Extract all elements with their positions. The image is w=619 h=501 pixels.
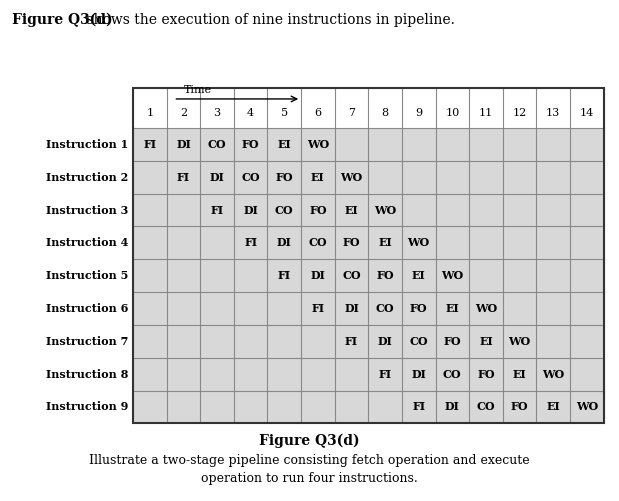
Text: DI: DI bbox=[243, 204, 258, 215]
Text: shows the execution of nine instructions in pipeline.: shows the execution of nine instructions… bbox=[82, 13, 454, 27]
Text: EI: EI bbox=[546, 401, 560, 412]
Text: DI: DI bbox=[176, 139, 191, 150]
Bar bbox=[133, 128, 604, 161]
Text: 8: 8 bbox=[381, 108, 389, 118]
Text: 3: 3 bbox=[214, 108, 220, 118]
Text: Illustrate a two-stage pipeline consisting fetch operation and execute: Illustrate a two-stage pipeline consisti… bbox=[89, 454, 530, 467]
Text: operation to run four instructions.: operation to run four instructions. bbox=[201, 472, 418, 485]
Text: FI: FI bbox=[379, 369, 392, 380]
Text: CO: CO bbox=[342, 270, 361, 281]
Bar bbox=[133, 88, 604, 423]
Text: FI: FI bbox=[177, 172, 190, 183]
Text: CO: CO bbox=[376, 303, 394, 314]
Text: Figure Q3(d): Figure Q3(d) bbox=[12, 13, 113, 27]
Text: EI: EI bbox=[479, 336, 493, 347]
Text: Instruction 8: Instruction 8 bbox=[46, 369, 128, 380]
Text: WO: WO bbox=[508, 336, 530, 347]
Text: WO: WO bbox=[407, 237, 430, 248]
Text: FO: FO bbox=[275, 172, 293, 183]
Text: FO: FO bbox=[343, 237, 360, 248]
Text: 4: 4 bbox=[247, 108, 254, 118]
Text: CO: CO bbox=[208, 139, 227, 150]
Text: DI: DI bbox=[311, 270, 326, 281]
Text: DI: DI bbox=[411, 369, 426, 380]
Bar bbox=[133, 390, 604, 423]
Text: FI: FI bbox=[311, 303, 324, 314]
Text: EI: EI bbox=[345, 204, 358, 215]
Text: 14: 14 bbox=[579, 108, 594, 118]
Text: EI: EI bbox=[412, 270, 426, 281]
Text: WO: WO bbox=[307, 139, 329, 150]
Text: Figure Q3(d): Figure Q3(d) bbox=[259, 434, 360, 448]
Text: EI: EI bbox=[311, 172, 325, 183]
Text: FI: FI bbox=[412, 401, 425, 412]
Text: 7: 7 bbox=[348, 108, 355, 118]
Text: FI: FI bbox=[345, 336, 358, 347]
Bar bbox=[133, 358, 604, 390]
Text: 6: 6 bbox=[314, 108, 321, 118]
Text: CO: CO bbox=[477, 401, 495, 412]
Text: FO: FO bbox=[511, 401, 529, 412]
Bar bbox=[133, 226, 604, 259]
Text: EI: EI bbox=[513, 369, 526, 380]
Text: WO: WO bbox=[475, 303, 497, 314]
Text: FI: FI bbox=[144, 139, 157, 150]
Text: FO: FO bbox=[410, 303, 428, 314]
Text: Instruction 7: Instruction 7 bbox=[46, 336, 128, 347]
Text: CO: CO bbox=[409, 336, 428, 347]
Text: DI: DI bbox=[210, 172, 225, 183]
Text: 5: 5 bbox=[281, 108, 288, 118]
Text: FO: FO bbox=[443, 336, 461, 347]
Text: 2: 2 bbox=[180, 108, 187, 118]
Text: FO: FO bbox=[242, 139, 259, 150]
Text: DI: DI bbox=[445, 401, 460, 412]
Bar bbox=[133, 193, 604, 226]
Text: FI: FI bbox=[244, 237, 258, 248]
Bar bbox=[133, 325, 604, 358]
Text: EI: EI bbox=[446, 303, 459, 314]
Text: WO: WO bbox=[374, 204, 396, 215]
Bar bbox=[133, 259, 604, 292]
Text: EI: EI bbox=[378, 237, 392, 248]
Text: 12: 12 bbox=[513, 108, 527, 118]
Text: DI: DI bbox=[277, 237, 292, 248]
Text: WO: WO bbox=[441, 270, 464, 281]
Text: WO: WO bbox=[542, 369, 565, 380]
Bar bbox=[133, 161, 604, 193]
Text: CO: CO bbox=[309, 237, 327, 248]
Text: CO: CO bbox=[275, 204, 293, 215]
Text: 9: 9 bbox=[415, 108, 422, 118]
Text: WO: WO bbox=[340, 172, 363, 183]
Text: FI: FI bbox=[278, 270, 291, 281]
Text: CO: CO bbox=[443, 369, 462, 380]
Text: 1: 1 bbox=[146, 108, 154, 118]
Text: 11: 11 bbox=[478, 108, 493, 118]
Text: 10: 10 bbox=[445, 108, 459, 118]
Bar bbox=[133, 292, 604, 325]
Text: WO: WO bbox=[576, 401, 598, 412]
Text: FO: FO bbox=[477, 369, 495, 380]
Text: Instruction 1: Instruction 1 bbox=[46, 139, 128, 150]
Text: 13: 13 bbox=[546, 108, 560, 118]
Text: FI: FI bbox=[210, 204, 223, 215]
Text: Instruction 5: Instruction 5 bbox=[46, 270, 128, 281]
Text: FO: FO bbox=[376, 270, 394, 281]
Text: Instruction 9: Instruction 9 bbox=[46, 401, 128, 412]
Text: Instruction 3: Instruction 3 bbox=[46, 204, 128, 215]
Text: Instruction 2: Instruction 2 bbox=[46, 172, 128, 183]
Text: DI: DI bbox=[378, 336, 392, 347]
Text: Instruction 4: Instruction 4 bbox=[46, 237, 128, 248]
Text: DI: DI bbox=[344, 303, 359, 314]
Text: Instruction 6: Instruction 6 bbox=[46, 303, 128, 314]
Text: Time: Time bbox=[183, 85, 212, 95]
Text: EI: EI bbox=[277, 139, 291, 150]
Text: CO: CO bbox=[241, 172, 260, 183]
Text: FO: FO bbox=[309, 204, 327, 215]
